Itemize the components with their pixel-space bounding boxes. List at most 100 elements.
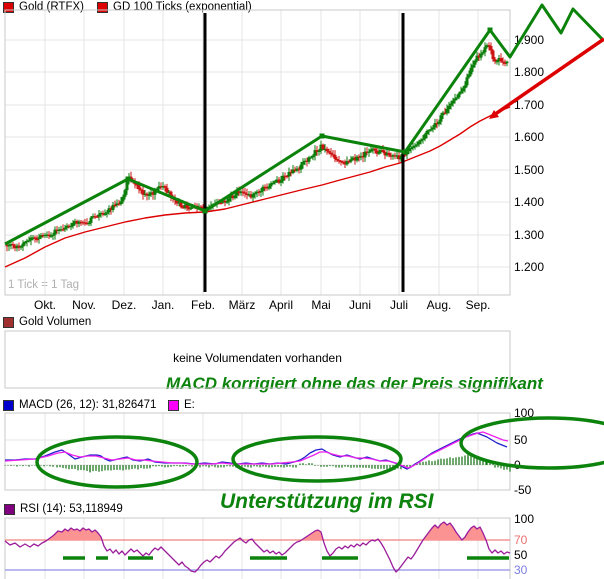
macd-histogram-bar bbox=[314, 465, 316, 466]
candle-wick bbox=[144, 189, 146, 197]
macd-histogram-bar bbox=[119, 465, 121, 470]
macd-histogram-bar bbox=[482, 459, 484, 465]
candle-body bbox=[123, 190, 127, 197]
candle-body bbox=[223, 200, 227, 203]
macd-histogram-bar bbox=[353, 465, 355, 468]
candle-wick bbox=[26, 238, 28, 247]
candle-body bbox=[153, 191, 157, 195]
candle-wick bbox=[318, 148, 320, 156]
candle-wick bbox=[488, 42, 490, 51]
candle-wick bbox=[202, 204, 204, 211]
candle-body bbox=[385, 152, 389, 156]
zigzag-pivot-marker bbox=[202, 208, 208, 214]
candle-body bbox=[37, 237, 41, 239]
candle-body bbox=[149, 192, 153, 195]
candle-body bbox=[115, 203, 119, 206]
macd-histogram-bar bbox=[182, 465, 184, 467]
candle-body bbox=[481, 52, 485, 54]
candle-body bbox=[365, 151, 369, 153]
candle-body bbox=[323, 148, 327, 151]
macd-histogram-bar bbox=[283, 465, 285, 468]
candle-body bbox=[505, 61, 509, 64]
candle-wick bbox=[100, 211, 102, 218]
candle-body bbox=[17, 245, 21, 248]
candle-body bbox=[15, 245, 19, 249]
macd-histogram-bar bbox=[341, 465, 343, 468]
moving-average-line bbox=[4, 106, 511, 268]
price-axis-tick-label: 1.500 bbox=[514, 163, 545, 177]
candle-body bbox=[139, 189, 143, 191]
candle-body bbox=[243, 192, 247, 194]
candle-body bbox=[347, 161, 351, 163]
candle-body bbox=[25, 240, 29, 242]
candle-wick bbox=[10, 242, 12, 250]
candle-body bbox=[89, 217, 93, 223]
candle-wick bbox=[162, 182, 164, 190]
rsi-annotation-text: Unterstützung im RSI bbox=[220, 490, 434, 513]
macd-histogram-bar bbox=[77, 465, 79, 471]
macd-histogram-bar bbox=[80, 465, 82, 470]
macd-histogram-bar bbox=[470, 456, 472, 465]
candle-body bbox=[81, 222, 85, 224]
candle-body bbox=[471, 64, 475, 68]
macd-histogram-bar bbox=[56, 465, 58, 468]
candle-body bbox=[459, 91, 463, 94]
macd-histogram-bar bbox=[347, 465, 349, 468]
candle-wick bbox=[198, 203, 200, 210]
candle-body bbox=[45, 234, 49, 236]
candle-body bbox=[341, 161, 345, 163]
candle-body bbox=[59, 229, 63, 231]
zigzag-pivot-marker bbox=[402, 149, 408, 155]
rsi-axis-tick-label: 70 bbox=[514, 533, 528, 547]
candle-wick bbox=[370, 144, 372, 153]
panel-border bbox=[4, 412, 511, 491]
candle-body bbox=[199, 206, 203, 208]
candle-body bbox=[121, 196, 125, 202]
price-axis-tick-label: 1.200 bbox=[514, 260, 545, 274]
candle-body bbox=[419, 139, 423, 142]
macd-series-swatch-icon bbox=[3, 399, 14, 411]
candle-body bbox=[251, 194, 255, 198]
candle-wick bbox=[114, 200, 116, 208]
macd-histogram-bar bbox=[500, 465, 502, 469]
candle-body bbox=[449, 103, 453, 106]
candle-body bbox=[271, 182, 275, 184]
candle-body bbox=[487, 45, 491, 47]
candle-wick bbox=[226, 197, 228, 204]
macd-histogram-bar bbox=[46, 465, 48, 466]
macd-histogram-bar bbox=[371, 465, 373, 469]
candle-body bbox=[355, 156, 359, 161]
macd-histogram-bar bbox=[368, 465, 370, 468]
candle-body bbox=[307, 157, 311, 162]
candle-body bbox=[179, 202, 183, 208]
candle-body bbox=[475, 55, 479, 61]
macd-histogram-bar bbox=[188, 465, 190, 466]
candle-body bbox=[187, 208, 191, 210]
candle-body bbox=[319, 144, 323, 151]
macd-histogram-bar bbox=[40, 465, 42, 466]
candle-body bbox=[269, 183, 273, 187]
month-axis-tick-label: Mai bbox=[311, 298, 331, 312]
candle-body bbox=[377, 151, 381, 154]
candle-body bbox=[33, 237, 37, 239]
macd-histogram-bar bbox=[89, 465, 91, 473]
candle-body bbox=[483, 47, 487, 53]
macd-histogram-bar bbox=[356, 465, 358, 468]
macd-histogram-bar bbox=[280, 465, 282, 468]
macd-histogram-bar bbox=[202, 465, 204, 467]
candle-body bbox=[297, 168, 301, 170]
macd-histogram-bar bbox=[71, 465, 73, 469]
candle-body bbox=[293, 169, 297, 171]
candle-body bbox=[331, 154, 335, 156]
macd-histogram-bar bbox=[335, 465, 337, 468]
candle-body bbox=[367, 151, 371, 153]
candle-wick bbox=[152, 190, 154, 200]
candle-body bbox=[7, 244, 11, 247]
candle-body bbox=[407, 149, 411, 152]
macd-histogram-bar bbox=[191, 465, 193, 467]
macd-histogram-bar bbox=[137, 465, 139, 470]
candle-body bbox=[73, 221, 77, 223]
month-axis-tick-label: Sep. bbox=[465, 298, 491, 312]
